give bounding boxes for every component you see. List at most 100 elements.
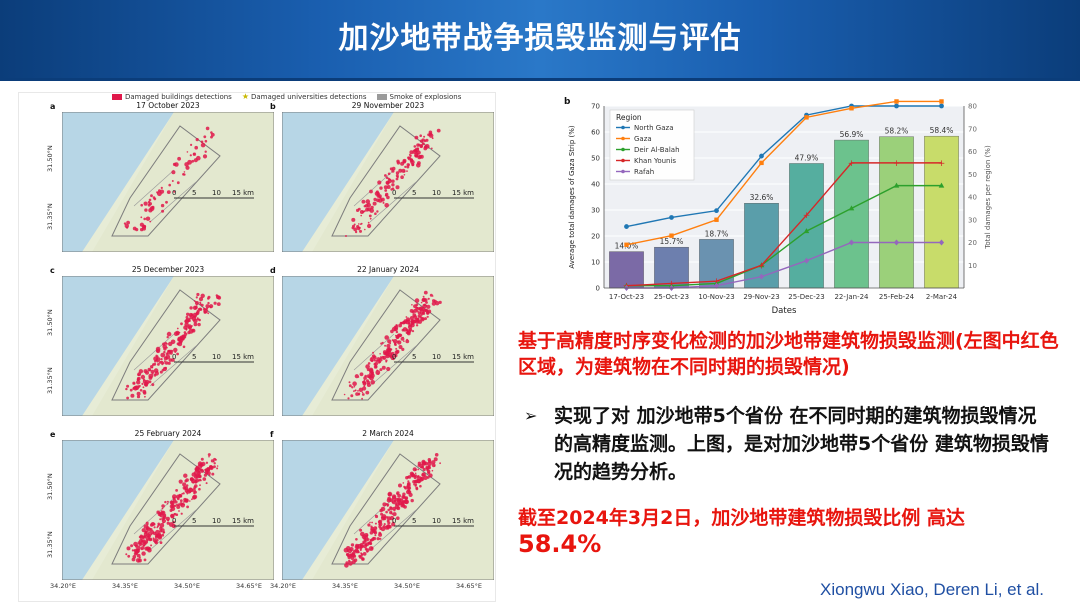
damage-point bbox=[180, 502, 185, 508]
damage-point bbox=[395, 177, 399, 181]
damage-point bbox=[385, 510, 388, 514]
damage-point bbox=[380, 516, 383, 519]
damage-point bbox=[366, 534, 369, 537]
damage-point bbox=[213, 465, 216, 469]
damage-point bbox=[414, 485, 417, 487]
damage-point bbox=[163, 350, 166, 354]
damage-point bbox=[152, 538, 157, 543]
damage-point bbox=[351, 217, 356, 222]
damage-point bbox=[393, 327, 398, 332]
scale-label: 0 bbox=[172, 517, 176, 525]
series-marker bbox=[938, 239, 945, 246]
damage-point bbox=[410, 498, 414, 503]
damage-point bbox=[370, 546, 374, 550]
damage-point bbox=[198, 318, 201, 322]
damage-point bbox=[191, 498, 193, 501]
damage-point bbox=[138, 542, 143, 546]
damage-point bbox=[168, 183, 171, 187]
damage-point bbox=[159, 370, 163, 374]
y2-tick-label: 80 bbox=[968, 103, 977, 111]
damage-point bbox=[364, 228, 366, 231]
damage-point bbox=[175, 513, 179, 516]
damage-point bbox=[162, 362, 165, 364]
map-x-tick: 34.35°E bbox=[112, 582, 138, 590]
series-marker bbox=[894, 99, 899, 104]
damage-point bbox=[431, 460, 436, 465]
damage-point bbox=[152, 196, 156, 199]
damage-point bbox=[125, 553, 128, 556]
series-marker bbox=[803, 228, 810, 234]
damage-point bbox=[397, 340, 400, 343]
damage-point bbox=[417, 461, 422, 465]
damage-point bbox=[398, 168, 403, 173]
damage-point bbox=[200, 142, 206, 148]
damage-point bbox=[210, 459, 214, 463]
series-marker: + bbox=[938, 159, 946, 169]
legend-item-buildings: Damaged buildings detections bbox=[112, 93, 232, 101]
damage-point bbox=[127, 554, 131, 558]
bar bbox=[699, 239, 734, 289]
damage-point bbox=[364, 204, 369, 208]
damage-point bbox=[199, 484, 201, 487]
damage-point bbox=[368, 214, 372, 218]
damage-point bbox=[359, 542, 364, 547]
damage-point bbox=[136, 378, 139, 381]
y2-tick-label: 10 bbox=[968, 262, 977, 270]
damage-point bbox=[189, 154, 192, 157]
damage-point bbox=[369, 539, 373, 542]
y-tick-label: 10 bbox=[591, 259, 600, 267]
damage-point bbox=[372, 201, 377, 206]
damage-point bbox=[431, 469, 434, 472]
damage-point bbox=[380, 356, 382, 359]
damage-point bbox=[176, 352, 179, 356]
damage-point bbox=[142, 542, 146, 547]
damage-point bbox=[199, 479, 202, 482]
damage-point bbox=[361, 397, 363, 400]
damage-point bbox=[409, 309, 414, 313]
damage-point bbox=[159, 513, 164, 518]
damage-point bbox=[205, 468, 211, 473]
damage-point bbox=[210, 131, 213, 134]
map-x-tick: 34.65°E bbox=[236, 582, 262, 590]
damage-point bbox=[156, 538, 159, 542]
damage-point bbox=[133, 549, 136, 552]
damage-point bbox=[428, 130, 433, 135]
damage-point bbox=[367, 221, 370, 224]
series-marker: + bbox=[848, 159, 856, 169]
x-tick-label: 2-Mar-24 bbox=[926, 293, 958, 301]
damage-point bbox=[428, 473, 433, 478]
damage-point bbox=[359, 210, 364, 214]
damage-point bbox=[393, 509, 396, 512]
damage-point bbox=[146, 526, 150, 530]
damage-point bbox=[193, 158, 198, 163]
damage-point bbox=[140, 374, 146, 380]
damage-point bbox=[384, 203, 389, 208]
map-svg: 0 5 10 15 km bbox=[62, 276, 274, 416]
damage-point bbox=[374, 514, 379, 519]
damage-point bbox=[150, 544, 153, 547]
damage-point bbox=[430, 147, 433, 150]
damage-point bbox=[357, 551, 360, 554]
map-svg: 0 5 10 15 km bbox=[282, 112, 494, 252]
bar bbox=[879, 136, 914, 289]
damage-point bbox=[207, 301, 210, 305]
y-tick-label: 50 bbox=[591, 155, 600, 163]
damage-point bbox=[148, 537, 151, 540]
damage-point bbox=[350, 394, 354, 398]
damage-point bbox=[370, 380, 375, 385]
bar bbox=[654, 246, 689, 289]
damage-point bbox=[171, 170, 176, 175]
series-marker bbox=[893, 239, 900, 246]
series-marker bbox=[759, 153, 764, 159]
damage-point bbox=[354, 374, 359, 379]
map-svg: 0 5 10 15 km bbox=[282, 276, 494, 416]
damage-point bbox=[194, 468, 198, 472]
damage-point bbox=[200, 469, 205, 473]
damage-point bbox=[142, 386, 145, 389]
damage-point bbox=[166, 331, 172, 337]
damage-point bbox=[150, 194, 153, 198]
damage-point bbox=[345, 235, 347, 237]
damage-point bbox=[402, 482, 405, 484]
damage-point bbox=[412, 320, 417, 324]
damage-point bbox=[210, 132, 215, 137]
